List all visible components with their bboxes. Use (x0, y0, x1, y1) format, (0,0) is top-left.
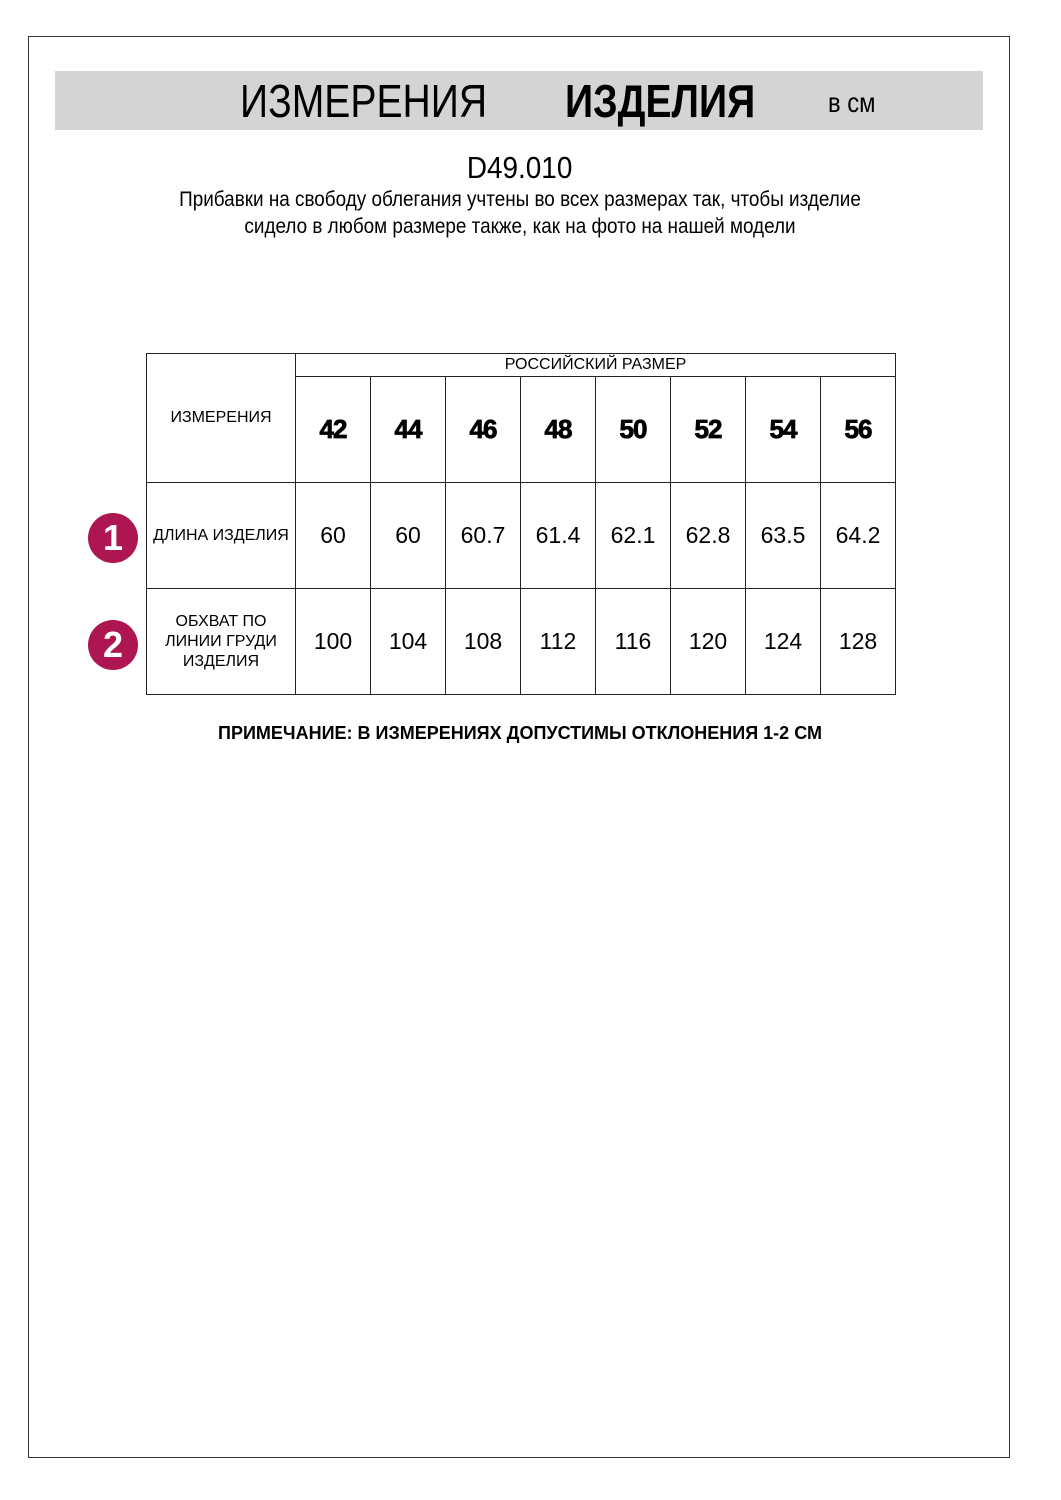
value-cell: 61.4 (520, 482, 596, 589)
value-cell: 120 (670, 588, 746, 695)
model-code: D49.010 (467, 150, 573, 185)
size-header: 48 (520, 376, 596, 483)
group-header: РОССИЙСКИЙ РАЗМЕР (295, 353, 896, 377)
title-regular: ИЗМЕРЕНИЯ (240, 75, 488, 127)
table-row: ДЛИНА ИЗДЕЛИЯ 60 60 60.7 61.4 62.1 62.8 63.5 64… (146, 482, 896, 589)
badge-1: 1 (88, 513, 138, 563)
value-cell: 60 (295, 482, 371, 589)
corner-label: ИЗМЕРЕНИЯ (146, 353, 296, 483)
value-cell: 104 (370, 588, 446, 695)
unit-label: в см (828, 87, 876, 118)
header-band (55, 71, 983, 130)
value-cell: 116 (595, 588, 671, 695)
size-header: 46 (445, 376, 521, 483)
size-header: 44 (370, 376, 446, 483)
value-cell: 108 (445, 588, 521, 695)
size-header: 54 (745, 376, 821, 483)
size-header: 52 (670, 376, 746, 483)
value-cell: 64.2 (820, 482, 896, 589)
sizes-row: 42 44 46 48 50 52 54 56 (147, 376, 896, 483)
row-label: ОБХВАТ ПО ЛИНИИ ГРУДИ ИЗДЕЛИЯ (146, 588, 296, 695)
title-bold: ИЗДЕЛИЯ (565, 75, 756, 127)
size-header: 50 (595, 376, 671, 483)
value-cell: 62.1 (595, 482, 671, 589)
badge-2: 2 (88, 620, 138, 670)
value-cell: 62.8 (670, 482, 746, 589)
value-cell: 60 (370, 482, 446, 589)
note: ПРИМЕЧАНИЕ: В ИЗМЕРЕНИЯХ ДОПУСТИМЫ ОТКЛО… (218, 723, 822, 743)
size-table: ИЗМЕРЕНИЯ РОССИЙСКИЙ РАЗМЕР 42 44 46 48 50 52… (146, 353, 896, 695)
value-cell: 60.7 (445, 482, 521, 589)
size-header: 42 (295, 376, 371, 483)
value-cell: 128 (820, 588, 896, 695)
table-row: ОБХВАТ ПО ЛИНИИ ГРУДИ ИЗДЕЛИЯ 100 104 108 1… (146, 588, 896, 695)
description: Прибавки на свободу облегания учтены во … (179, 188, 861, 238)
value-cell: 63.5 (745, 482, 821, 589)
row-label: ДЛИНА ИЗДЕЛИЯ (146, 482, 296, 589)
size-header: 56 (820, 376, 896, 483)
value-cell: 124 (745, 588, 821, 695)
value-cell: 100 (295, 588, 371, 695)
page-frame (28, 36, 1010, 1458)
value-cell: 112 (520, 588, 596, 695)
